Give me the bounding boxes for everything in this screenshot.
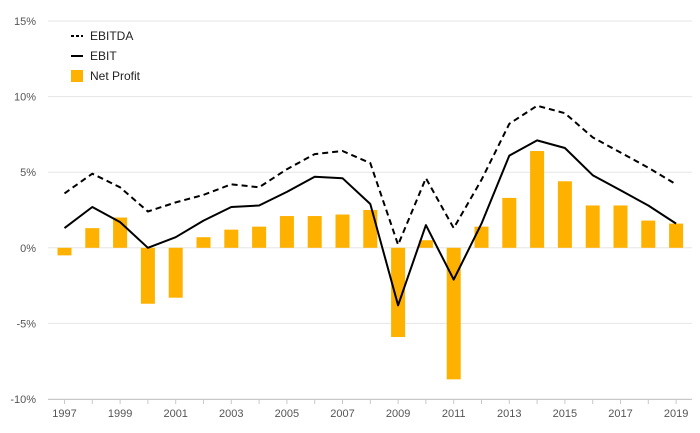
y-tick-label: -5%	[16, 318, 36, 330]
ebitda-line	[63, 104, 677, 246]
net-profit-bar	[307, 216, 322, 248]
net-profit-bar	[224, 229, 239, 248]
net-profit-bar	[85, 228, 100, 248]
net-profit-bar	[613, 205, 628, 248]
net-profit-bar	[446, 247, 461, 380]
x-tick-label: 2011	[442, 408, 466, 420]
net-profit-bar	[140, 247, 155, 304]
y-tick-label: 0%	[20, 243, 36, 255]
legend-label: EBIT	[90, 49, 117, 63]
y-tick-label: 15%	[14, 16, 36, 28]
net-profit-bar	[57, 247, 72, 256]
x-tick-label: 2009	[386, 408, 410, 420]
y-tick-label: 5%	[20, 167, 36, 179]
net-profit-bar	[196, 237, 211, 248]
net-profit-bar	[502, 197, 517, 248]
net-profit-bar	[252, 226, 267, 248]
x-tick-label: 1997	[52, 408, 76, 420]
line-series	[63, 104, 677, 307]
legend-label: Net Profit	[90, 69, 141, 83]
net-profit-bar	[585, 205, 600, 248]
x-tick-label: 2015	[553, 408, 577, 420]
net-profit-bar	[669, 223, 684, 248]
legend-swatch	[71, 70, 83, 82]
net-profit-bar	[363, 210, 378, 248]
axes: 15% 10% 5% 0% -5% -10% 1997 1999 2001 2003 2005 200…	[10, 16, 692, 420]
x-tick-label: 1999	[108, 408, 132, 420]
net-profit-bar	[641, 220, 656, 248]
x-tick-label: 2005	[275, 408, 299, 420]
net-profit-bar	[335, 214, 350, 248]
ebit-line	[63, 139, 677, 307]
net-profit-bar	[474, 226, 489, 248]
x-tick-label: 2019	[664, 408, 688, 420]
x-tick-label: 2007	[330, 408, 354, 420]
net-profit-bar	[557, 181, 572, 248]
x-tick-label: 2017	[608, 408, 632, 420]
net-profit-bar	[530, 151, 545, 248]
y-tick-label: -10%	[10, 394, 36, 406]
net-profit-bars	[57, 151, 684, 380]
net-profit-bar	[168, 247, 183, 298]
net-profit-bar	[391, 247, 406, 338]
legend: EBITDA EBIT Net Profit	[71, 29, 141, 83]
x-tick-label: 2003	[219, 408, 243, 420]
x-tick-label: 2013	[497, 408, 521, 420]
y-tick-label: 10%	[14, 92, 36, 104]
net-profit-bar	[279, 216, 294, 248]
net-profit-bar	[418, 240, 433, 248]
x-tick-label: 2001	[163, 408, 187, 420]
legend-label: EBITDA	[90, 29, 133, 43]
